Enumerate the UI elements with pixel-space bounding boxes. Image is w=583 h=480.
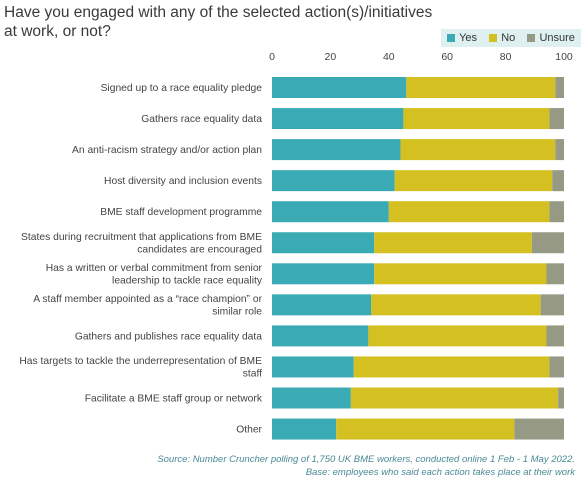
bar-segment-unsure <box>552 170 564 192</box>
category-label: Has a written or verbal commitment from … <box>46 263 263 287</box>
legend-swatch-unsure <box>527 34 536 42</box>
bar-segment-no <box>368 325 547 347</box>
x-tick-label: 80 <box>500 51 512 63</box>
bar-segment-unsure <box>540 294 564 316</box>
bar-segment-unsure <box>531 232 564 254</box>
bar-segment-yes <box>272 77 407 98</box>
x-tick-label: 20 <box>325 51 337 63</box>
category-label: BME staff development programme <box>100 207 262 218</box>
bar-segment-no <box>394 170 553 192</box>
bar-segment-yes <box>272 139 401 161</box>
category-label: States during recruitment that applicati… <box>21 232 262 256</box>
bar-segment-unsure <box>549 201 564 223</box>
legend-label-yes: Yes <box>459 32 478 44</box>
x-tick-label: 60 <box>441 51 453 63</box>
bar-segment-yes <box>272 232 375 254</box>
bar-segment-yes <box>272 356 354 378</box>
legend-label-no: No <box>501 32 516 44</box>
bar-segment-unsure <box>514 418 564 440</box>
bar-segment-unsure <box>549 356 564 378</box>
bar-segment-no <box>400 139 556 161</box>
bar-segment-yes <box>272 263 375 285</box>
source-line: Source: Number Cruncher polling of 1,750… <box>157 454 575 465</box>
bar-segment-yes <box>272 170 395 192</box>
chart-legend: Yes No Unsure <box>441 29 581 47</box>
category-label: Gathers and publishes race equality data <box>75 331 262 342</box>
category-label: Gathers race equality data <box>141 114 262 125</box>
bar-segment-unsure <box>555 139 564 161</box>
category-label: Facilitate a BME staff group or network <box>85 394 263 405</box>
bar-segment-no <box>403 108 550 130</box>
bar-segment-no <box>350 387 559 409</box>
legend-item-no: No <box>489 32 515 44</box>
bar-segment-yes <box>272 108 404 130</box>
chart-title: Have you engaged with any of the selecte… <box>4 4 433 40</box>
bar-segment-yes <box>272 201 389 223</box>
base-line: Base: employees who said each action tak… <box>305 466 575 478</box>
bar-segment-no <box>374 232 532 254</box>
bar-segment-no <box>371 294 541 316</box>
bar-segment-unsure <box>546 263 564 285</box>
category-label: Host diversity and inclusion events <box>104 176 262 187</box>
legend-swatch-yes <box>447 34 456 42</box>
bar-segment-no <box>353 356 550 378</box>
bar-chart: 0 20 40 60 80 100 Signed up to a race equality… <box>19 51 573 440</box>
legend-item-yes: Yes <box>447 32 477 44</box>
bar-segment-yes <box>272 325 369 347</box>
bar-segment-unsure <box>555 77 564 98</box>
x-tick-label: 40 <box>383 51 395 63</box>
x-tick-label: 100 <box>555 51 573 63</box>
bar-segment-yes <box>272 418 337 440</box>
x-tick-label: 0 <box>269 51 275 63</box>
bar-segment-unsure <box>549 108 564 130</box>
legend-swatch-no <box>489 34 498 42</box>
bar-segment-unsure <box>546 325 564 347</box>
legend-label-unsure: Unsure <box>539 32 575 44</box>
chart-source-note: Source: Number Cruncher polling of 1,750… <box>75 454 575 479</box>
bar-segment-no <box>388 201 550 223</box>
bar-segment-no <box>374 263 547 285</box>
category-label: Other <box>236 425 262 436</box>
bar-segment-yes <box>272 387 351 409</box>
category-label: Has targets to tackle the underrepresent… <box>19 356 262 380</box>
legend-item-unsure: Unsure <box>527 32 575 44</box>
bar-segment-no <box>406 77 556 98</box>
category-label: Signed up to a race equality pledge <box>101 83 263 94</box>
bar-segment-unsure <box>558 387 564 409</box>
bar-segment-no <box>336 418 515 440</box>
category-label: An anti-racism strategy and/or action pl… <box>72 145 262 156</box>
category-label: A staff member appointed as a “race cham… <box>33 294 262 318</box>
bar-segment-yes <box>272 294 372 316</box>
